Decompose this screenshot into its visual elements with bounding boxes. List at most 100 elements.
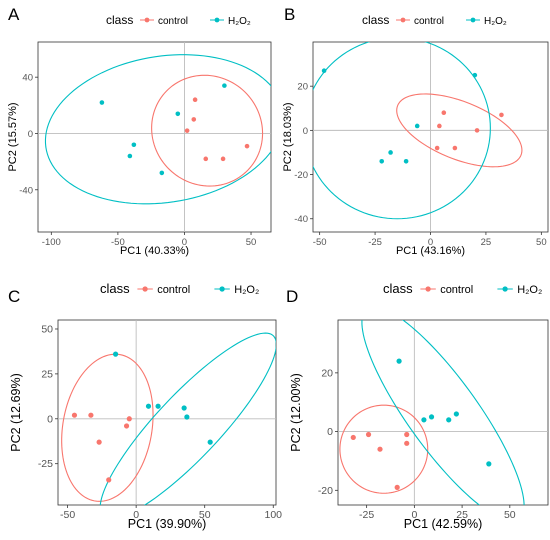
data-point-B-h2o2-1 <box>379 159 385 164</box>
legend-B: class control H₂O₂ <box>362 13 507 27</box>
data-point-D-h2o2-0 <box>396 358 402 364</box>
confidence-ellipse-A-control <box>151 74 264 187</box>
data-point-A-control-5 <box>244 143 250 149</box>
data-point-D-h2o2-4 <box>453 411 459 417</box>
legend-key-dot-0 <box>142 286 148 292</box>
x-axis-title-A: PC1 (40.33%) <box>120 245 189 257</box>
data-point-B-control-1 <box>437 123 442 129</box>
panel-letter-A: A <box>8 5 20 24</box>
data-point-A-control-0 <box>192 97 198 103</box>
x-tick-label-D-1: 0 <box>411 509 417 521</box>
plot-frame-A <box>37 41 272 233</box>
data-point-C-h2o2-3 <box>181 405 187 411</box>
y-tick-label-C-1: 0 <box>47 413 53 425</box>
data-point-A-control-3 <box>203 156 209 162</box>
legend-A: class control H₂O₂ <box>106 13 251 27</box>
x-tick-label-C-2: 50 <box>199 509 211 521</box>
data-point-B-control-4 <box>474 128 480 133</box>
data-point-D-control-5 <box>394 484 400 490</box>
data-point-C-control-4 <box>123 423 130 429</box>
confidence-ellipse-D-h2o2 <box>361 320 525 505</box>
confidence-ellipse-B-control <box>396 93 523 168</box>
x-tick-label-C-3: 100 <box>264 509 282 521</box>
confidence-ellipse-D-control <box>339 404 429 494</box>
data-point-D-control-2 <box>377 446 383 452</box>
confidence-ellipse-C-h2o2 <box>99 332 276 505</box>
plot-frame-C <box>57 319 277 506</box>
data-point-A-h2o2-3 <box>159 170 165 176</box>
y-tick-label-A-2: 40 <box>22 73 33 84</box>
x-tick-label-D-3: 50 <box>504 509 516 521</box>
y-tick-label-B-1: -20 <box>294 170 308 181</box>
x-axis-title-B: PC1 (43.16%) <box>396 245 465 257</box>
legend-label-1: H₂O₂ <box>234 284 259 296</box>
x-tick-label-C-1: 0 <box>133 509 139 521</box>
legend-key-dot-0 <box>400 17 406 23</box>
legend-title: class <box>106 13 133 27</box>
y-axis-title-B: PC2 (18.03%) <box>282 102 294 171</box>
data-point-C-h2o2-4 <box>184 414 190 420</box>
data-point-B-h2o2-2 <box>388 150 393 155</box>
data-point-C-control-1 <box>88 412 94 418</box>
data-point-C-control-5 <box>106 477 112 483</box>
data-point-A-h2o2-4 <box>175 111 181 117</box>
data-point-D-h2o2-5 <box>486 461 492 467</box>
legend-label-0: control <box>157 284 190 296</box>
data-point-A-control-2 <box>184 128 190 133</box>
data-point-B-h2o2-5 <box>472 72 478 78</box>
y-tick-label-B-0: -40 <box>294 214 308 225</box>
legend-title: class <box>362 13 389 27</box>
data-point-C-h2o2-0 <box>112 351 119 357</box>
x-tick-label-A-3: 50 <box>246 237 257 248</box>
x-tick-label-C-0: -50 <box>60 509 75 521</box>
data-point-C-h2o2-5 <box>207 439 213 445</box>
data-point-D-h2o2-2 <box>428 414 435 420</box>
y-axis-title-D: PC2 (12.00%) <box>289 373 303 452</box>
x-tick-label-A-0: -100 <box>42 237 61 248</box>
legend-key-dot-1 <box>470 17 476 23</box>
legend-label-1: H₂O₂ <box>484 16 507 27</box>
legend-key-dot-0 <box>144 17 150 23</box>
data-point-C-control-3 <box>126 416 132 422</box>
data-point-C-control-2 <box>96 439 102 445</box>
legend-label-1: H₂O₂ <box>517 284 542 296</box>
legend-key-dot-0 <box>425 286 431 292</box>
x-axis-title-D: PC1 (42.59%) <box>404 517 483 531</box>
legend-D: class control H₂O₂ <box>383 281 542 296</box>
data-point-C-control-0 <box>71 412 78 418</box>
legend-label-0: control <box>440 284 473 296</box>
x-tick-label-A-1: -50 <box>111 237 125 248</box>
panel-letter-D: D <box>286 287 298 306</box>
legend-title: class <box>383 281 413 296</box>
data-point-B-h2o2-0 <box>321 68 327 74</box>
legend-key-dot-1 <box>214 17 220 23</box>
y-tick-label-B-2: 0 <box>303 126 308 137</box>
data-point-D-h2o2-3 <box>446 417 452 423</box>
plot-area-A <box>44 54 271 205</box>
y-tick-label-C-3: 50 <box>41 323 53 335</box>
data-point-D-control-1 <box>365 431 372 438</box>
data-point-A-control-1 <box>191 117 197 122</box>
data-point-A-h2o2-0 <box>99 100 105 105</box>
legend-C: class control H₂O₂ <box>100 281 259 296</box>
x-tick-label-D-2: 25 <box>456 509 468 521</box>
legend-key-dot-1 <box>219 286 225 292</box>
x-axis-title-C: PC1 (39.90%) <box>128 517 207 531</box>
x-tick-label-D-0: -25 <box>359 509 374 521</box>
confidence-ellipse-C-control <box>61 353 154 502</box>
y-tick-label-B-3: 20 <box>297 82 308 93</box>
y-axis-title-A: PC2 (15.57%) <box>7 102 19 171</box>
legend-label-1: H₂O₂ <box>228 16 251 27</box>
data-point-A-h2o2-5 <box>222 83 227 88</box>
data-point-A-h2o2-2 <box>127 153 133 159</box>
panel-letter-C: C <box>8 287 20 306</box>
y-tick-label-D-1: 0 <box>327 426 333 438</box>
y-tick-label-D-0: -20 <box>318 485 333 497</box>
data-point-A-control-4 <box>220 156 226 162</box>
data-point-D-control-4 <box>404 440 410 446</box>
